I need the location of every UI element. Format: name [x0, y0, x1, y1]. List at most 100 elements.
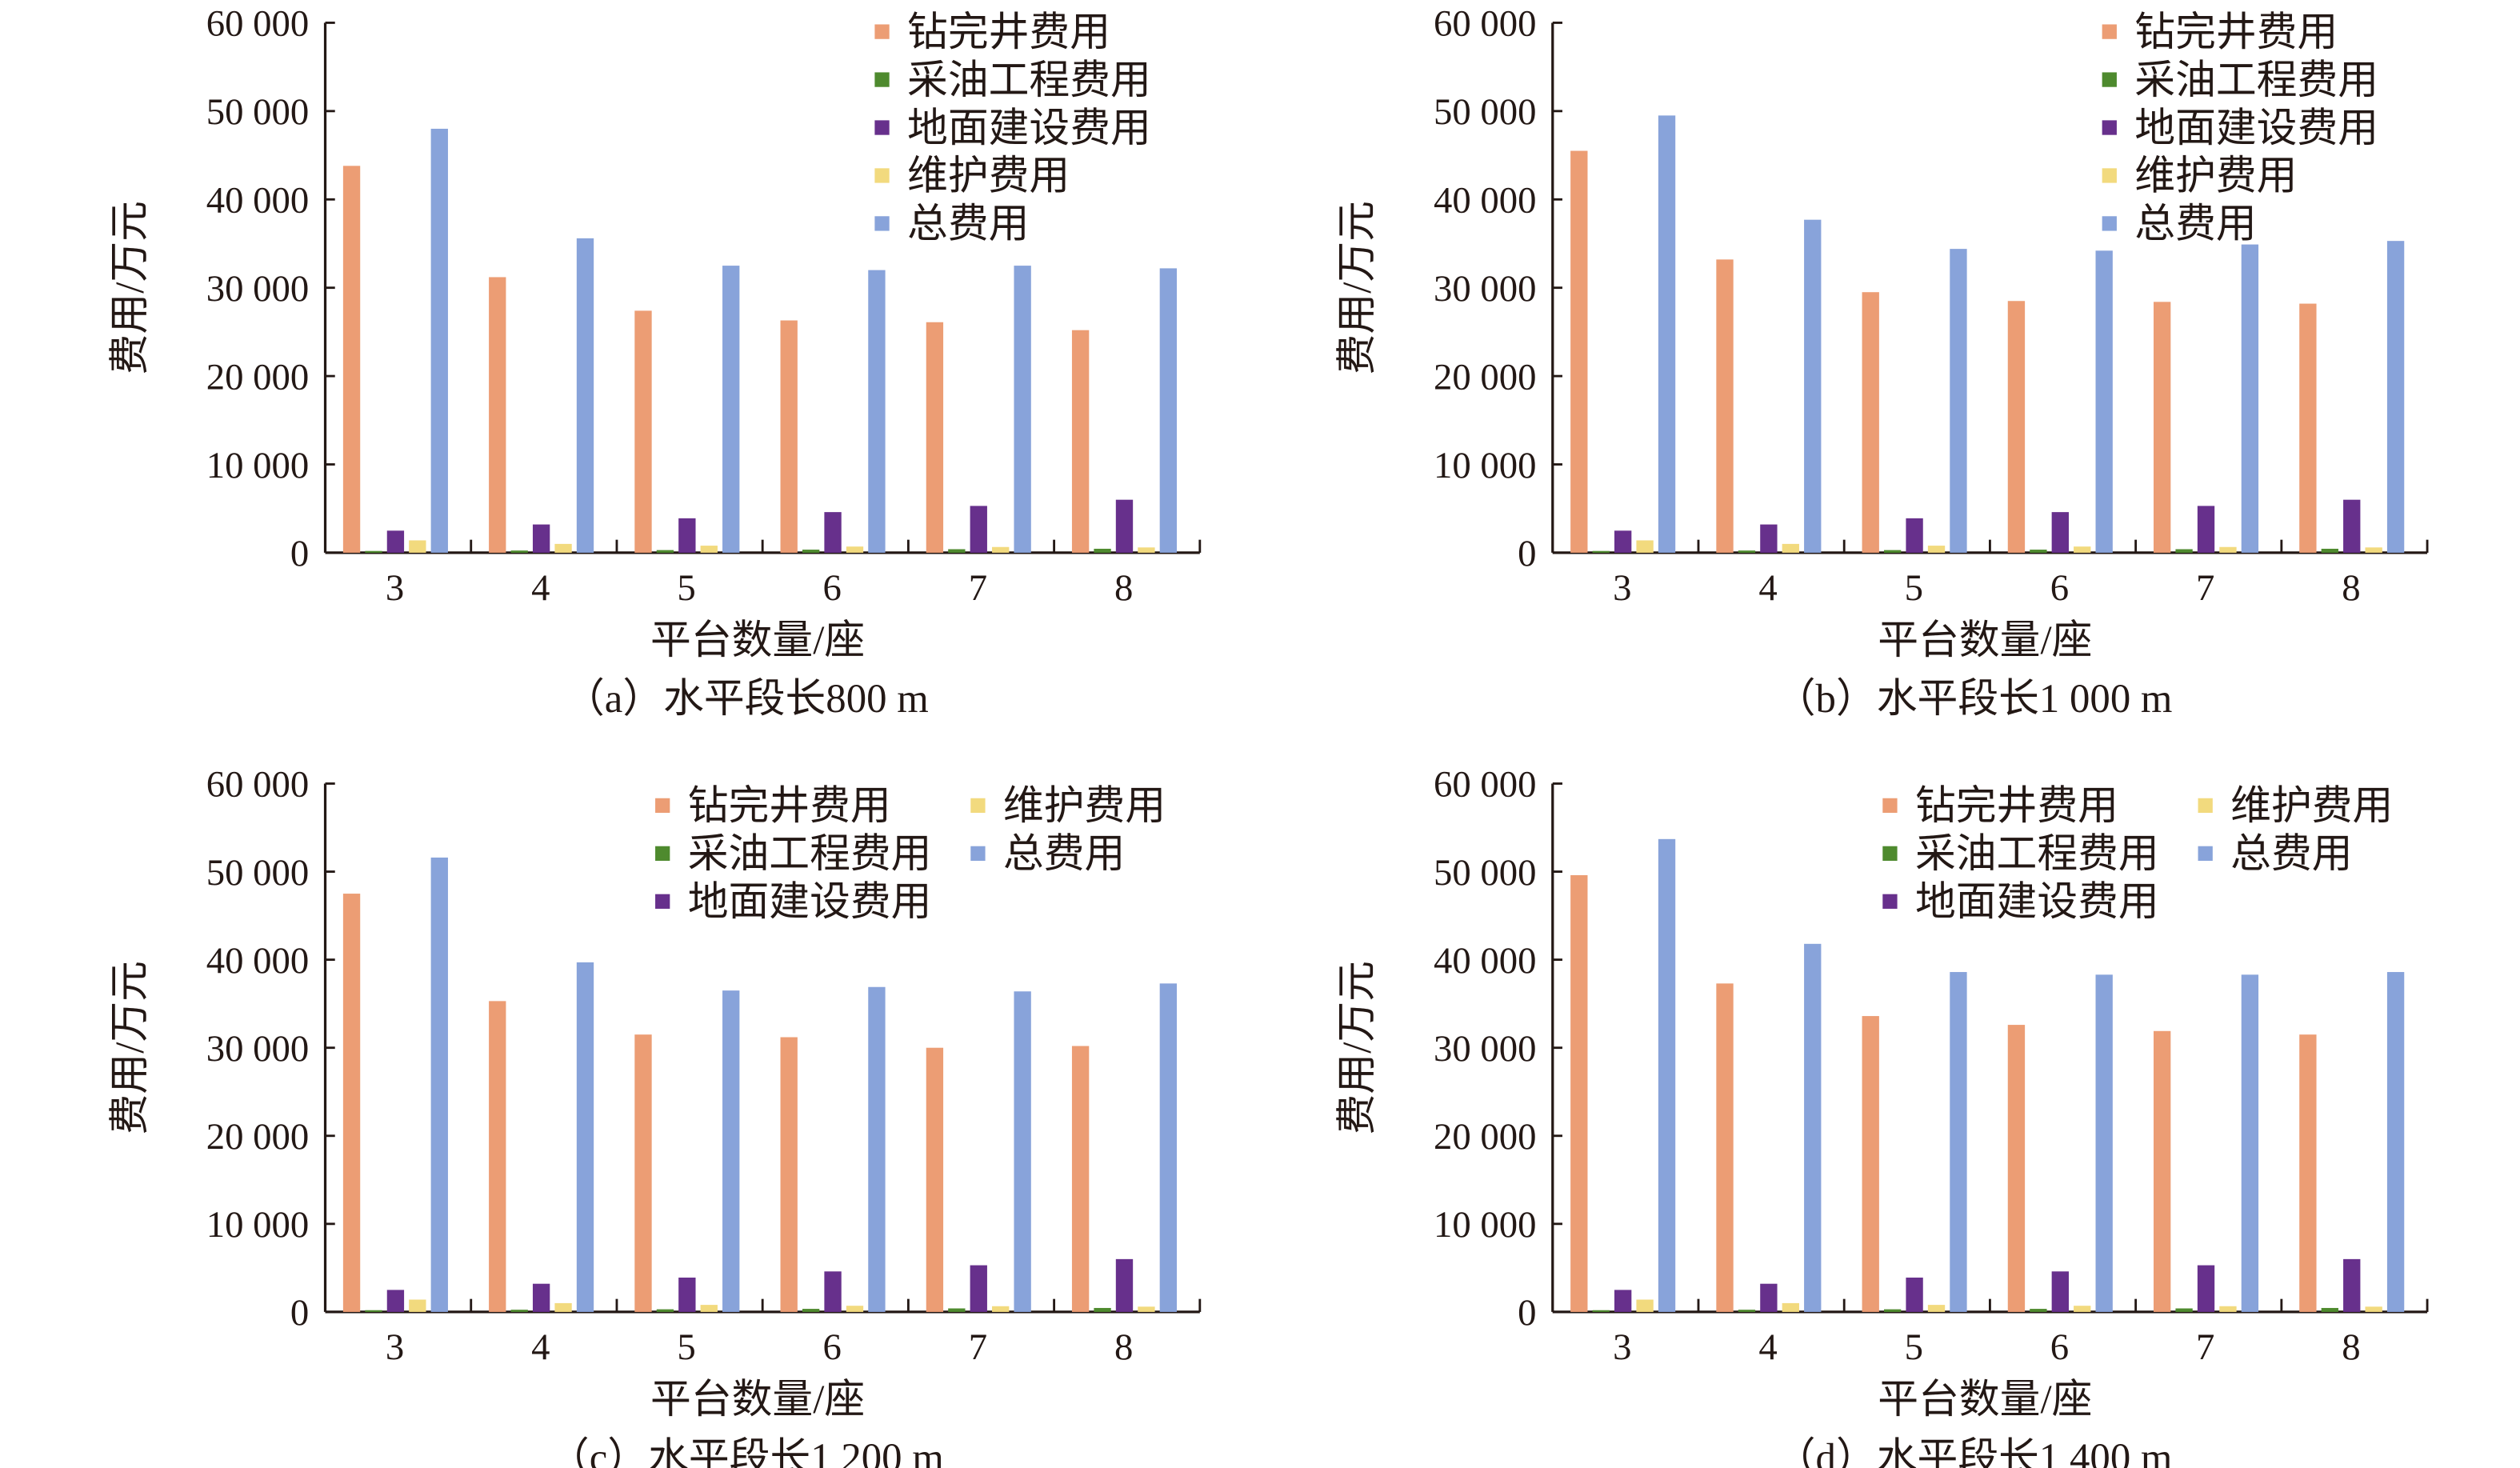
y-tick-label: 20 000: [1434, 1116, 1536, 1158]
legend-swatch-oil: [2102, 72, 2117, 87]
y-tick-label: 30 000: [206, 1028, 309, 1070]
bar-oil: [2321, 548, 2338, 553]
bar-ground: [2051, 1271, 2069, 1312]
bar-total: [1014, 266, 1031, 553]
x-tick-label: 6: [823, 567, 842, 609]
bar-ground: [2197, 506, 2215, 553]
x-tick-label: 7: [969, 1326, 987, 1368]
y-axis-label: 费用/万元: [107, 961, 152, 1134]
y-tick-label: 60 000: [206, 3, 309, 45]
bar-total: [1804, 219, 1822, 553]
legend-label: 总费用: [2230, 831, 2352, 876]
x-tick-label: 6: [2050, 1326, 2069, 1368]
bar-oil: [510, 1310, 528, 1312]
bar-maint: [2219, 1306, 2237, 1312]
bar-total: [2386, 241, 2405, 553]
bar-ground: [1760, 1283, 1778, 1312]
bar-maint: [2074, 546, 2091, 553]
bar-maint: [2365, 547, 2382, 553]
bar-drilling: [489, 1001, 506, 1312]
bar-maint: [1636, 1299, 1654, 1312]
legend-label: 地面建设费用: [907, 106, 1151, 150]
x-tick-label: 8: [2342, 567, 2360, 609]
x-tick-label: 6: [2050, 567, 2069, 609]
bar-ground: [1115, 499, 1134, 553]
bar-oil: [2030, 1309, 2047, 1312]
bar-oil: [1094, 548, 1111, 553]
legend-swatch-maint: [2102, 168, 2117, 183]
x-tick-label: 3: [386, 567, 404, 609]
bar-ground: [824, 1271, 842, 1312]
x-tick-label: 3: [1613, 567, 1631, 609]
x-tick-label: 6: [823, 1326, 842, 1368]
legend-label: 钻完井费用: [907, 10, 1110, 54]
bar-total: [1950, 249, 1967, 553]
legend-swatch-drilling: [1882, 798, 1898, 814]
bar-oil: [948, 549, 966, 553]
bar-maint: [1138, 547, 1155, 553]
bar-total: [576, 962, 594, 1312]
bar-drilling: [926, 322, 944, 553]
y-tick-label: 40 000: [206, 180, 309, 222]
chart-title: （c）水平段长1 200 m: [549, 1435, 944, 1468]
bar-total: [576, 238, 594, 553]
bar-ground: [386, 1290, 405, 1312]
bar-total: [1658, 838, 1676, 1312]
bar-drilling: [2153, 302, 2171, 553]
bar-drilling: [1716, 983, 1734, 1312]
bar-total: [2386, 972, 2405, 1312]
bar-drilling: [2299, 303, 2317, 553]
bar-drilling: [634, 1034, 652, 1312]
y-tick-label: 10 000: [206, 445, 309, 486]
y-tick-label: 10 000: [1434, 445, 1536, 486]
chart-title: （a）水平段长800 m: [564, 676, 929, 721]
legend-swatch-total: [874, 216, 890, 231]
legend-label: 总费用: [2134, 202, 2256, 246]
legend-swatch-maint: [874, 168, 890, 183]
bar-maint: [1927, 546, 1946, 553]
legend-swatch-drilling: [874, 24, 890, 39]
bar-oil: [2030, 550, 2047, 553]
y-tick-label: 20 000: [206, 1116, 309, 1158]
legend-swatch-ground: [1882, 894, 1898, 909]
bar-drilling: [1570, 874, 1588, 1312]
bar-drilling: [1071, 1046, 1090, 1312]
bar-maint: [700, 1305, 718, 1312]
legend-label: 采油工程费用: [907, 58, 1151, 102]
y-tick-label: 30 000: [206, 268, 309, 310]
y-tick-label: 50 000: [206, 852, 309, 894]
y-axis-label: 费用/万元: [107, 201, 152, 374]
legend-label: 地面建设费用: [2134, 106, 2378, 150]
bar-total: [430, 128, 448, 553]
bar-drilling: [1862, 292, 1879, 553]
bar-ground: [678, 1277, 696, 1312]
y-tick-label: 50 000: [206, 91, 309, 133]
y-tick-label: 60 000: [1434, 3, 1536, 45]
bar-oil: [2321, 1307, 2338, 1312]
bar-maint: [409, 1299, 426, 1312]
x-axis-label: 平台数量/座: [650, 618, 865, 662]
bar-drilling: [2007, 1025, 2026, 1312]
y-tick-label: 60 000: [1434, 764, 1536, 806]
x-tick-label: 8: [1114, 1326, 1133, 1368]
legend-label: 维护费用: [2134, 154, 2297, 198]
bar-oil: [1094, 1307, 1111, 1312]
legend-swatch-ground: [2102, 120, 2117, 135]
y-tick-label: 40 000: [206, 940, 309, 982]
bar-oil: [365, 1310, 382, 1312]
y-tick-label: 20 000: [1434, 356, 1536, 398]
bar-ground: [2343, 1258, 2361, 1312]
bar-oil: [510, 550, 528, 553]
bar-total: [1950, 972, 1967, 1312]
x-tick-label: 8: [1114, 567, 1133, 609]
bar-oil: [365, 550, 382, 553]
bar-ground: [678, 518, 696, 553]
y-tick-label: 40 000: [1434, 940, 1536, 982]
bar-ground: [970, 506, 987, 553]
bar-maint: [1782, 1302, 1799, 1312]
